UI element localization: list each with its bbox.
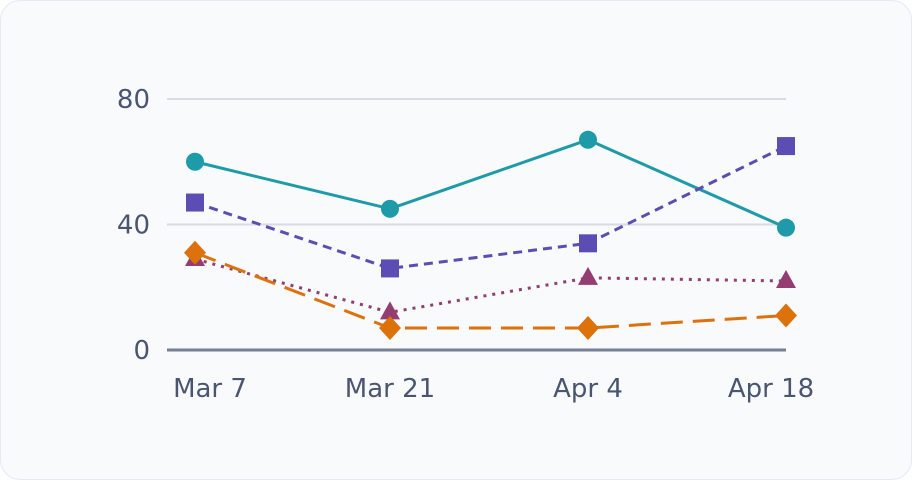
diamond-marker: [184, 240, 206, 265]
square-marker: [579, 234, 597, 253]
diamond-marker: [577, 316, 599, 341]
series-line-3: [194, 257, 787, 314]
square-marker: [777, 137, 795, 156]
y-tick-label: 40: [117, 211, 150, 241]
circle-marker: [381, 199, 399, 218]
x-tick-label: Mar 21: [345, 374, 435, 404]
series-line-2: [194, 144, 787, 270]
diamond-marker: [775, 303, 797, 328]
diamond-marker: [379, 316, 401, 341]
y-tick-label: 80: [117, 85, 150, 115]
triangle-marker: [380, 301, 400, 320]
square-marker: [186, 193, 204, 212]
series-line-4: [194, 251, 787, 330]
circle-marker: [579, 130, 597, 149]
x-tick-label: Mar 7: [173, 374, 247, 404]
series-line-1: [194, 138, 787, 230]
y-tick-label: 0: [133, 336, 150, 366]
square-marker: [381, 259, 399, 278]
circle-marker: [186, 152, 204, 171]
x-tick-label: Apr 18: [728, 374, 814, 404]
x-tick-label: Apr 4: [553, 374, 623, 404]
circle-marker: [777, 218, 795, 237]
triangle-marker: [776, 269, 796, 288]
triangle-marker: [578, 266, 598, 285]
